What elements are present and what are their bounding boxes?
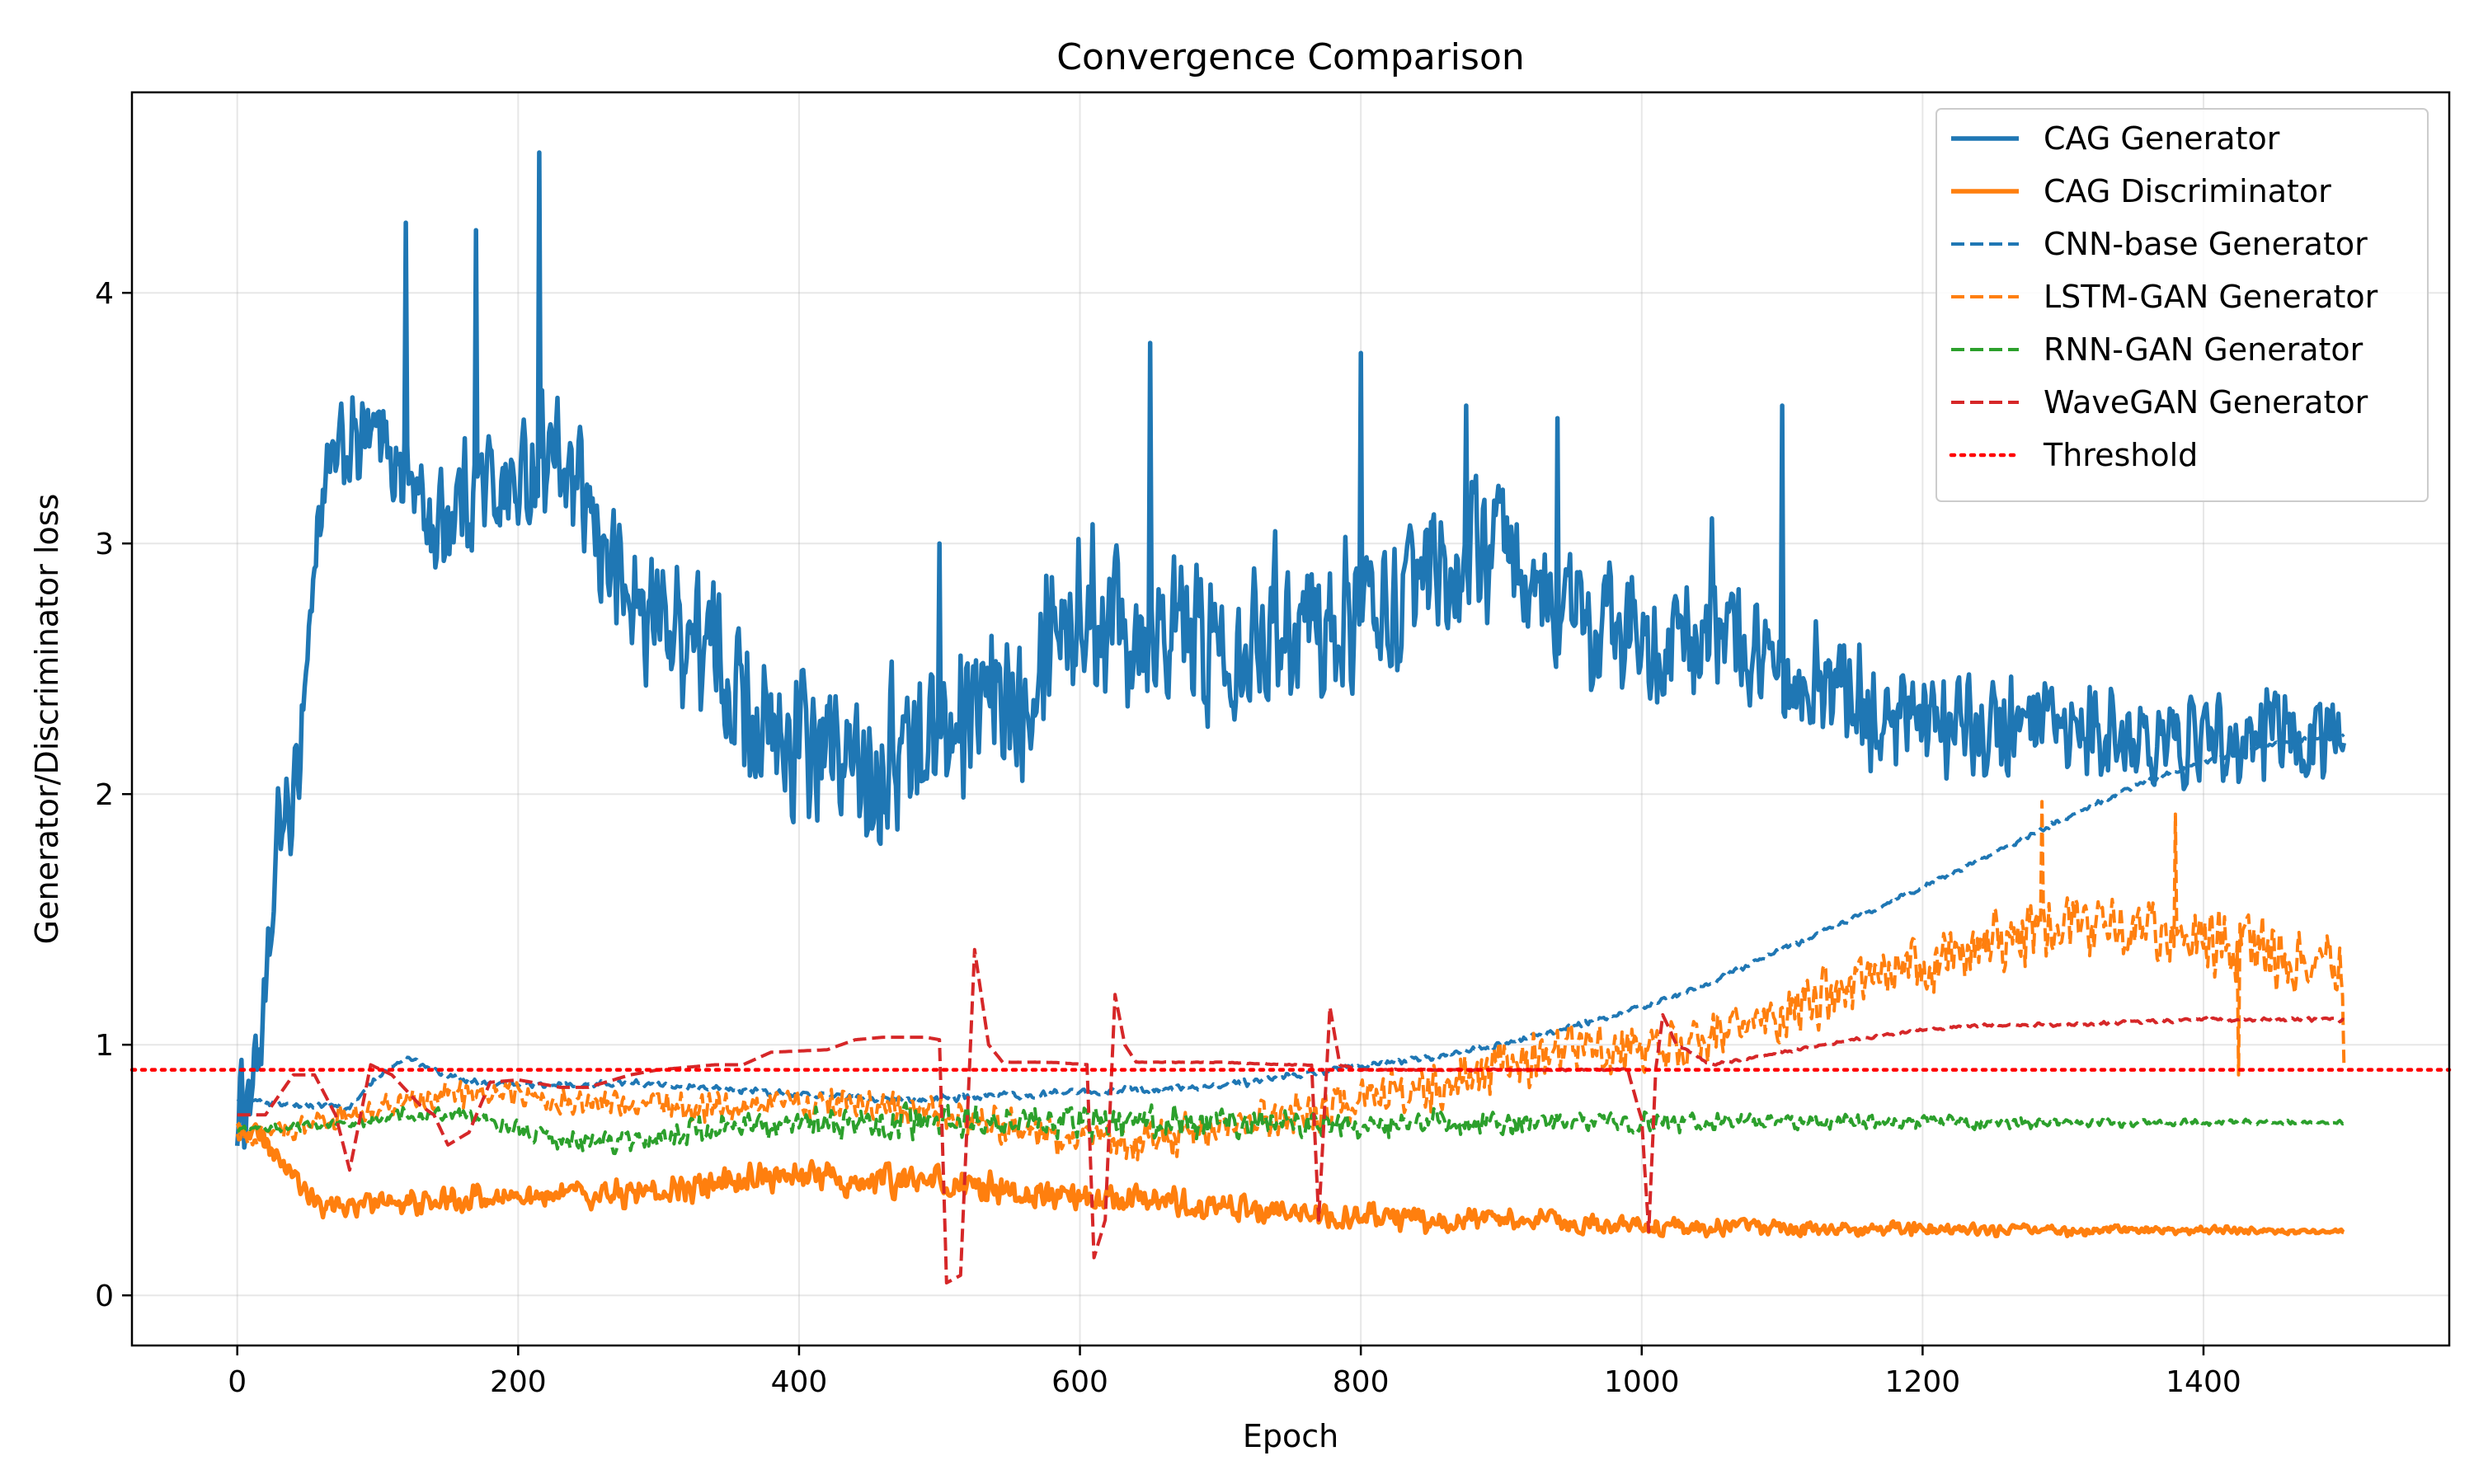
legend-label: CAG Generator <box>2044 120 2280 157</box>
legend-label: LSTM-GAN Generator <box>2044 279 2378 315</box>
series-lines <box>129 150 2452 1284</box>
x-tick-label: 200 <box>490 1365 547 1399</box>
x-tick-label: 600 <box>1051 1365 1108 1399</box>
legend-box <box>1935 108 2429 502</box>
y-tick-label: 3 <box>95 528 114 561</box>
x-tick-label: 400 <box>771 1365 828 1399</box>
series-line-rnn-gan-generator <box>237 1101 2345 1156</box>
axis-ticks: 0 200 400 600 800 1000 1200 1400 0 1 2 3 4 <box>95 277 2241 1399</box>
legend: CAG Generator CAG Discriminator CNN-base G… <box>1935 108 2429 502</box>
chart-title: Convergence Comparison <box>1056 36 1525 78</box>
y-axis-label: Generator/Discriminator loss <box>29 494 65 945</box>
y-tick-label: 2 <box>95 778 114 812</box>
y-tick-label: 4 <box>95 277 114 311</box>
x-tick-label: 0 <box>228 1365 247 1399</box>
legend-label: CAG Discriminator <box>2044 173 2331 209</box>
series-line-cnn-base-generator <box>236 730 2345 1111</box>
series-line-wavegan-generator <box>237 947 2345 1284</box>
x-tick-label: 1400 <box>2166 1365 2241 1399</box>
series-line-lstm-gan-generator <box>235 800 2346 1162</box>
y-tick-label: 1 <box>95 1029 114 1063</box>
y-tick-label: 0 <box>95 1280 114 1313</box>
x-tick-label: 800 <box>1333 1365 1390 1399</box>
series-line-cag-discriminator <box>235 1121 2345 1239</box>
x-tick-label: 1000 <box>1604 1365 1680 1399</box>
legend-label: WaveGAN Generator <box>2044 384 2368 420</box>
legend-label: RNN-GAN Generator <box>2044 331 2363 368</box>
x-tick-label: 1200 <box>1885 1365 1961 1399</box>
legend-label: CNN-base Generator <box>2044 226 2368 262</box>
legend-label: Threshold <box>2043 437 2198 473</box>
plot-frame <box>130 91 2451 1347</box>
series-line-cag-generator <box>234 150 2346 1150</box>
x-axis-label: Epoch <box>1243 1418 1338 1454</box>
